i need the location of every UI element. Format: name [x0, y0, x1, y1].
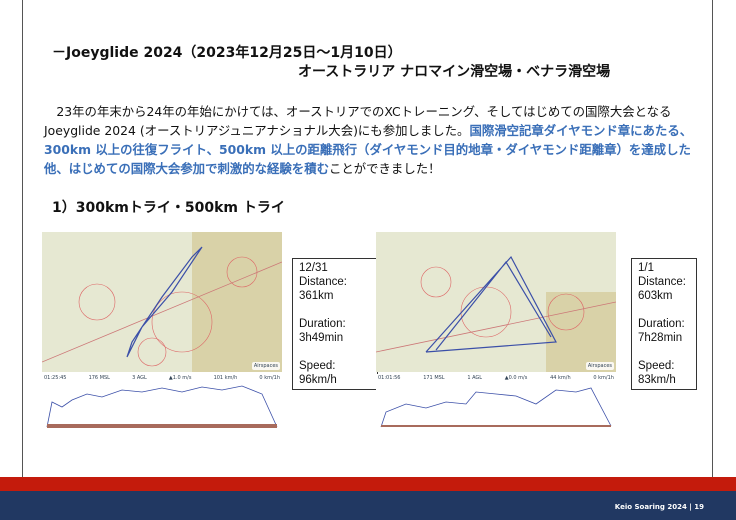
distance-value: 361km: [299, 290, 334, 302]
distance-label: Distance:: [638, 276, 686, 288]
intro-end: ことができました！: [328, 161, 441, 176]
flight-date: 12/31: [299, 262, 328, 274]
airspaces-toggle[interactable]: Airspaces: [251, 362, 280, 370]
chart-agl: 1 AGL: [467, 375, 483, 381]
flight-info-2: 1/1 Distance: 603km Duration: 7h28min Speed: 8…: [631, 258, 697, 390]
altitude-line-2: [380, 387, 612, 428]
chart-time: 01:01:56: [378, 375, 401, 381]
chart-wind: 0 km/1h: [593, 375, 614, 381]
distance-value: 603km: [638, 290, 673, 302]
speed-label: Speed:: [638, 360, 675, 372]
altitude-line-1: [46, 385, 278, 428]
map-track-1: [42, 232, 282, 372]
speed-value: 96km/h: [299, 374, 337, 386]
intro-text: 23年の年末から24年の年始にかけては、オーストリアでのXCトレーニング、そして…: [44, 104, 672, 138]
flight-info-1: 12/31 Distance: 361km Duration: 3h49min Speed…: [292, 258, 378, 390]
footer-text: Keio Soaring 2024 | 19: [614, 503, 704, 511]
duration-value: 3h49min: [299, 332, 344, 344]
chart-agl: 3 AGL: [132, 375, 147, 381]
chart-speed: 44 km/h: [550, 375, 571, 381]
page-subtitle: オーストラリア ナロマイン滑空場・ベナラ滑空場: [298, 64, 611, 80]
speed-label: Speed:: [299, 360, 336, 372]
chart-wind: 0 km/1h: [259, 375, 280, 381]
left-border: [22, 0, 23, 478]
intro-paragraph: 23年の年末から24年の年始にかけては、オーストリアでのXCトレーニング、そして…: [44, 102, 694, 178]
intro-highlight: 国際滑空記章ダイヤモンド章にあたる、300km 以上の往復フライト、500km …: [44, 123, 693, 176]
speed-value: 83km/h: [638, 374, 676, 386]
flight-map-2[interactable]: Airspaces: [376, 232, 616, 372]
right-border: [712, 0, 713, 478]
footer-navy-band: [0, 491, 736, 520]
flight-date: 1/1: [638, 262, 654, 274]
footer-red-band: [0, 477, 736, 491]
flight-map-1[interactable]: Airspaces: [42, 232, 282, 372]
page-title: －Joeyglide 2024（2023年12月25日～1月10日）: [52, 45, 402, 61]
duration-value: 7h28min: [638, 332, 683, 344]
airspaces-toggle[interactable]: Airspaces: [585, 362, 614, 370]
distance-label: Distance:: [299, 276, 347, 288]
altitude-chart-2[interactable]: 01:01:56 171 MSL 1 AGL ▲0.0 m/s 44 km/h 0 km/…: [376, 374, 616, 432]
map-track-2: [376, 232, 616, 372]
chart-msl: 176 MSL: [88, 375, 110, 381]
chart-vario: ▲0.0 m/s: [504, 375, 528, 381]
section-title: 1）300kmトライ・500km トライ: [52, 200, 285, 216]
altitude-chart-1[interactable]: 01:25:45 176 MSL 3 AGL ▲1.0 m/s 101 km/h 0 km…: [42, 374, 282, 432]
chart-vario: ▲1.0 m/s: [168, 375, 192, 381]
chart-speed: 101 km/h: [213, 375, 238, 381]
chart-time: 01:25:45: [44, 375, 67, 381]
chart-msl: 171 MSL: [423, 375, 445, 381]
duration-label: Duration:: [299, 318, 346, 330]
duration-label: Duration:: [638, 318, 685, 330]
